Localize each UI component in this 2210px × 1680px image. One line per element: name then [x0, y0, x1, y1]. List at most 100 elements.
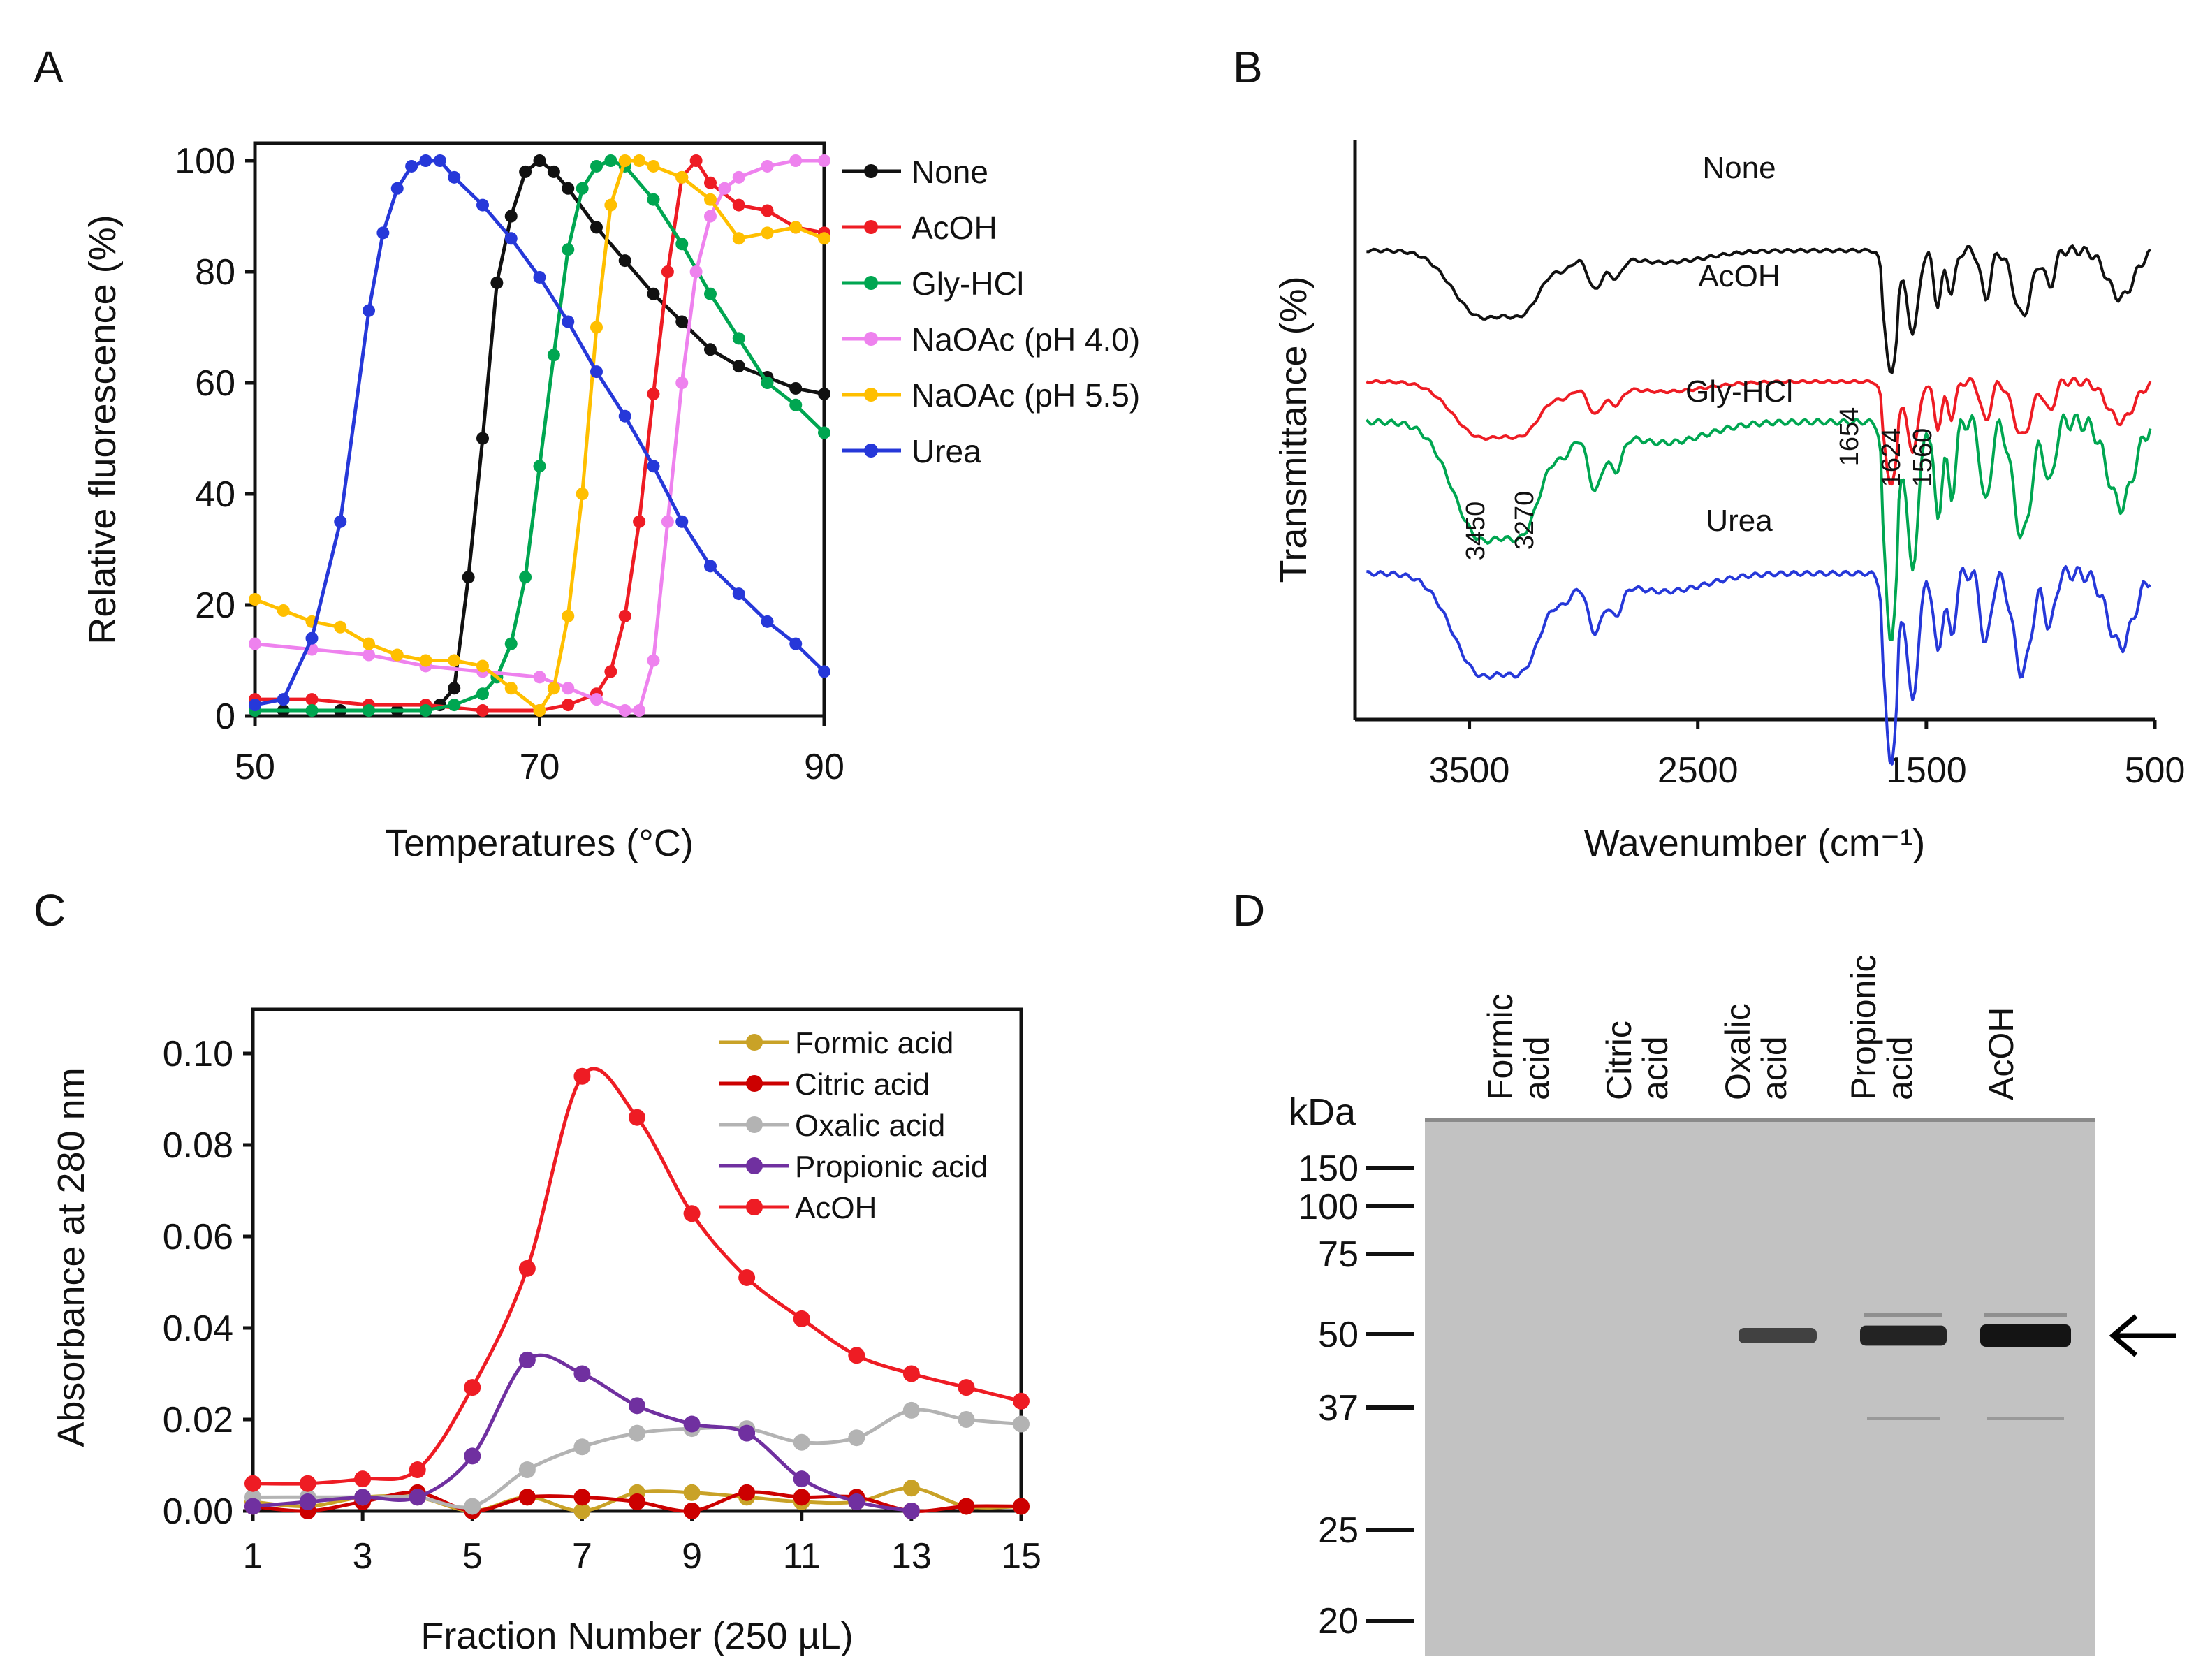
legend-item-urea: Urea — [842, 433, 981, 469]
legend-label: None — [912, 154, 988, 190]
band-50kda — [1860, 1325, 1947, 1346]
data-point — [732, 360, 745, 373]
data-point — [354, 1489, 372, 1506]
legend-label: Gly-HCl — [912, 265, 1024, 302]
lane-label: Citric — [1600, 1021, 1639, 1100]
spectrum-gly-hcl — [1365, 413, 2152, 641]
marker-label: 25 — [1318, 1510, 1359, 1551]
legend-item-oxalic-acid: Oxalic acid — [719, 1109, 945, 1143]
lane-label: Oxalic — [1718, 1003, 1757, 1100]
data-point — [405, 159, 418, 173]
data-point — [675, 238, 689, 251]
data-point — [629, 1397, 645, 1415]
lane-label: acid — [1755, 1036, 1794, 1100]
legend-marker — [746, 1075, 763, 1092]
data-point — [902, 1503, 920, 1519]
marker-20-kda: 20 — [1318, 1601, 1414, 1642]
chart-a-series — [249, 154, 830, 717]
marker-75-kda: 75 — [1318, 1234, 1414, 1275]
data-point — [354, 1470, 372, 1488]
legend-marker — [864, 164, 878, 178]
data-point — [618, 704, 631, 717]
data-point — [576, 488, 589, 500]
data-point — [633, 515, 646, 528]
chart-c-ticks: 0.000.020.040.060.080.101 3 5 7 9 11 13 15 — [163, 1034, 1041, 1577]
data-point — [504, 210, 518, 223]
legend-label: Propionic acid — [795, 1150, 988, 1184]
gel-unit-label: kDa — [1289, 1091, 1356, 1133]
legend-item-naoac-ph-5-5: NaOAc (pH 5.5) — [842, 377, 1140, 414]
legend-label: Citric acid — [795, 1067, 930, 1102]
data-point — [305, 693, 319, 706]
data-point — [818, 426, 830, 439]
peak-label-3270: 3270 — [1510, 491, 1539, 550]
panel-label-c: C — [34, 885, 66, 935]
data-point — [661, 265, 674, 278]
data-point — [683, 1484, 701, 1501]
lane-label: acid — [1517, 1036, 1556, 1100]
data-point — [618, 409, 631, 423]
data-point — [761, 377, 774, 389]
legend-item-acoh: AcOH — [842, 210, 997, 246]
data-point — [902, 1480, 920, 1497]
data-point — [818, 387, 830, 400]
data-point — [761, 159, 774, 173]
data-point — [305, 704, 319, 717]
data-point — [518, 1461, 536, 1479]
x-tick-label: 9 — [682, 1536, 702, 1577]
data-point — [818, 232, 830, 245]
data-point — [562, 182, 575, 195]
data-point — [704, 210, 717, 223]
data-point — [848, 1429, 865, 1447]
data-point — [249, 637, 261, 650]
band-50kda — [1980, 1324, 2071, 1347]
x-tick-label: 5 — [462, 1536, 483, 1577]
chart-c-series — [244, 1067, 1030, 1519]
data-point — [490, 276, 504, 289]
data-point — [590, 365, 603, 379]
data-point — [958, 1379, 975, 1396]
data-point — [793, 1310, 810, 1327]
x-tick-label: 3500 — [1429, 750, 1510, 791]
legend-label: Formic acid — [795, 1026, 953, 1060]
data-point — [562, 315, 575, 328]
data-point — [629, 1109, 645, 1126]
data-point — [518, 1489, 536, 1506]
chart-b: 3500 2500 1500 500 None AcOH Gly-HCl Urea 3450… — [1273, 140, 2185, 864]
marker-label: 20 — [1318, 1601, 1359, 1642]
data-point — [683, 1205, 701, 1222]
data-point — [409, 1489, 426, 1506]
data-point — [789, 398, 803, 411]
data-point — [647, 654, 660, 667]
legend-marker — [746, 1199, 763, 1215]
data-point — [433, 154, 446, 167]
legend-item-citric-acid: Citric acid — [719, 1067, 930, 1102]
lane-label: acid — [1636, 1036, 1675, 1100]
spectrum-label-acoh: AcOH — [1698, 259, 1780, 293]
data-point — [704, 176, 717, 189]
spectrum-acoh — [1366, 377, 2152, 486]
data-point — [244, 1498, 261, 1515]
x-tick-label: 7 — [572, 1536, 592, 1577]
data-point — [518, 1259, 536, 1277]
data-point — [848, 1493, 865, 1510]
x-tick-label: 500 — [2125, 750, 2186, 791]
marker-50-kda: 50 — [1318, 1315, 1414, 1355]
data-point — [732, 587, 745, 601]
marker-label: 150 — [1298, 1148, 1359, 1189]
data-point — [604, 198, 617, 212]
legend-marker — [864, 220, 878, 234]
y-tick-label: 0.10 — [163, 1034, 233, 1074]
legend-marker — [864, 388, 878, 402]
y-tick-label: 60 — [195, 363, 235, 404]
series-urea — [249, 154, 830, 712]
marker-label: 50 — [1318, 1315, 1359, 1355]
y-tick-label: 0 — [215, 696, 235, 737]
data-point — [533, 671, 546, 684]
data-point — [547, 165, 560, 178]
peak-label-1560: 1560 — [1908, 428, 1938, 488]
legend-label: NaOAc (pH 4.0) — [912, 321, 1140, 358]
data-point — [793, 1489, 810, 1506]
data-point — [305, 631, 319, 645]
